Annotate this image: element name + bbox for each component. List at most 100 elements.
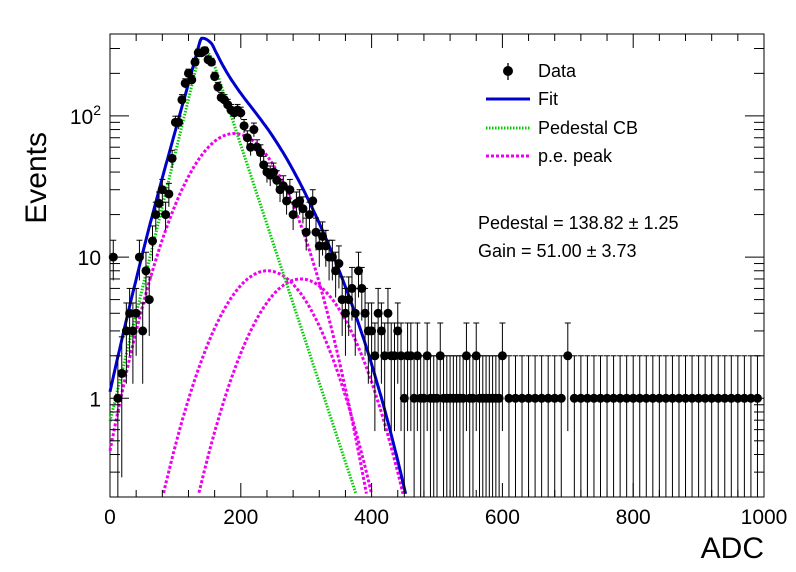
stat-pedestal: Pedestal = 138.82 ± 1.25 [478,213,679,233]
data-point [128,326,138,336]
data-point [246,142,256,152]
data-point [432,393,442,403]
data-point [370,351,380,361]
data-point [556,393,566,403]
data-point [269,167,278,177]
legend: Data Fit Pedestal CB p.e. peak [486,61,638,166]
stat-gain-error: 3.73 [601,241,636,261]
data-point [582,393,592,403]
data-point [340,308,350,318]
data-point [399,393,409,403]
data-point [674,393,684,403]
data-point [134,252,144,262]
data-point [236,108,246,118]
data-point [596,393,605,403]
data-point [713,393,723,403]
data-point [641,393,651,403]
data-point [344,295,354,305]
legend-label-pe: p.e. peak [538,146,613,166]
stat-gain-value: 51.00 [537,241,582,261]
data-point [138,326,148,336]
data-point [255,148,265,158]
y-tick-label: 10 [78,247,101,270]
x-axis-title: ADC [701,532,764,565]
data-point [376,326,386,336]
data-point [681,393,691,403]
data-point [314,241,324,251]
data-point [537,393,547,403]
fit-curves [108,36,408,495]
data-point [331,266,341,276]
data-point [272,175,282,185]
data-point [569,393,579,403]
data-point [458,393,468,403]
data-point [419,393,429,403]
data-point [412,351,422,361]
data-point [510,393,520,403]
legend-item-pe: p.e. peak [486,146,613,166]
x-tick-label: 0 [104,506,116,529]
data-point [563,351,573,361]
data-point [409,393,419,403]
stat-pedestal-error: 1.25 [644,213,679,233]
data-point [393,326,403,336]
data-point [550,393,560,403]
pedestal-cb-curve [108,46,358,495]
data-point [383,308,393,318]
data-point [733,393,743,403]
data-point [206,57,216,67]
data-point [350,308,360,318]
data-point [337,295,347,305]
data-point [635,393,645,403]
x-tick-label: 400 [354,506,389,529]
data-point [468,393,478,403]
data-point [334,259,344,269]
data-point [239,121,249,131]
data-point [295,196,305,206]
data-point [125,308,135,318]
data-point [615,393,625,403]
data-point [278,181,288,191]
data-point [461,351,471,361]
data-point [609,393,619,403]
data-point [148,236,158,246]
data-point [667,393,677,403]
legend-data-marker [503,66,513,76]
y-tick-label: 1 [89,388,101,411]
x-tick-label: 1000 [741,506,788,529]
data-point [298,204,308,214]
data-point [301,227,311,237]
data-point [589,393,599,403]
legend-item-data: Data [503,61,577,81]
data-point [321,241,331,251]
data-point [121,326,131,336]
data-point [435,351,445,361]
data-point [117,368,127,378]
data-point [347,283,357,293]
pe-peak-curve-2 [162,269,374,495]
data-point [543,393,553,403]
stat-gain: Gain = 51.00 ± 3.73 [478,241,637,261]
data-point [380,351,390,361]
pe-peak-curve-1 [108,132,368,494]
y-tick-label-exponent: 2 [93,102,101,118]
stat-gain-eq: = [516,241,537,261]
data-point [249,125,259,135]
stat-gain-pm: ± [582,241,602,261]
data-point [720,393,730,403]
data-point [367,326,377,336]
data-point [288,210,298,220]
stat-pedestal-label: Pedestal [478,213,548,233]
data-point [210,72,220,82]
y-tick-label: 102 [70,102,101,129]
data-point [131,308,141,318]
data-point [354,266,364,276]
fit-stats: Pedestal = 138.82 ± 1.25 Gain = 51.00 ± … [478,213,679,261]
data-point [151,210,161,220]
data-point [739,393,749,403]
data-point [187,75,197,85]
data-point [144,295,154,305]
data-point [285,185,295,195]
data-point [707,393,717,403]
